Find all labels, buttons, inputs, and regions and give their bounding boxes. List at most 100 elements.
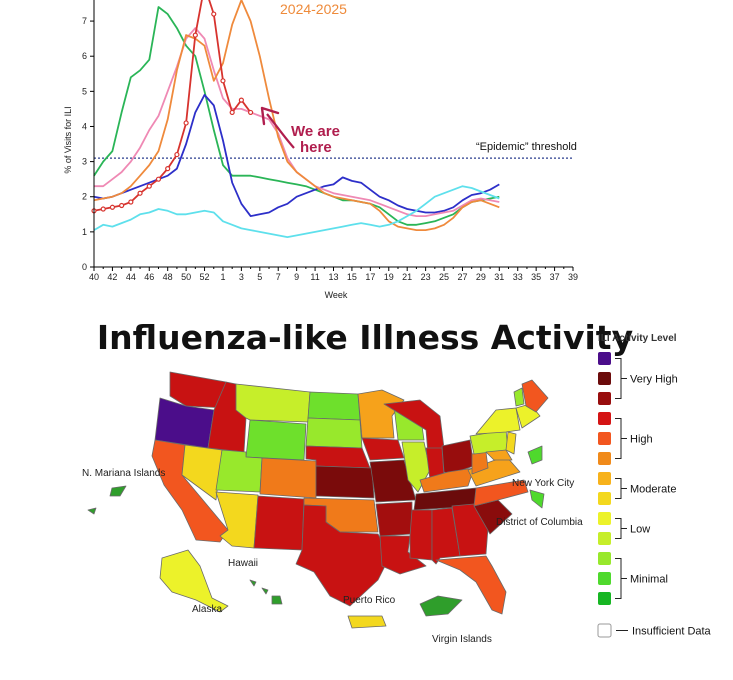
series-point [165, 166, 171, 172]
x-tick-label: 37 [550, 272, 560, 282]
series-point [146, 183, 152, 189]
x-tick-label: 19 [384, 272, 394, 282]
state-montana [235, 383, 311, 423]
series-point [220, 78, 226, 84]
state-missouri [369, 459, 417, 503]
territory-nyc [527, 445, 543, 465]
state-kansas [315, 465, 375, 499]
x-tick-label: 50 [181, 272, 191, 282]
label-virgin-islands: Virgin Islands [432, 634, 492, 645]
map-title: Influenza-like Illness Activity [96, 318, 634, 357]
state-arkansas [375, 501, 413, 537]
state-kentucky [419, 467, 475, 493]
legend-swatch [598, 592, 611, 605]
series-point [119, 202, 125, 209]
annotation-arrowhead [260, 106, 280, 126]
x-tick-label: 35 [531, 272, 541, 282]
series-line-5 [93, 0, 252, 212]
state-new-york [475, 407, 521, 435]
ili-line-chart: “Epidemic” threshold 0 1 2 3 4 5 6 7 40 42 44 46 48 5… [0, 0, 733, 305]
legend-group-label: High [630, 434, 653, 446]
x-tick-label: 46 [144, 272, 154, 282]
territory-dc [529, 489, 545, 509]
x-tick-label: 40 [89, 272, 99, 282]
series-point [192, 32, 198, 38]
state-new-mexico [253, 495, 305, 551]
legend-title: ILI Activity Level [598, 333, 677, 344]
map-svg: N. Mariana Islands New York City Distric… [82, 371, 583, 645]
x-tick-label: 1 [220, 272, 225, 282]
label-dc: District of Columbia [496, 517, 583, 528]
state-north-carolina [473, 479, 529, 507]
y-tick-label: 7 [82, 16, 87, 26]
ili-legend: ILI Activity Level Very High High Moderate… [596, 330, 733, 650]
legend-swatch [598, 452, 611, 465]
series-line-3 [93, 0, 500, 232]
legend-swatch [598, 372, 611, 385]
x-tick-label: 25 [439, 272, 449, 282]
annotation-line1: We are [291, 123, 340, 140]
y-tick-label: 6 [82, 51, 87, 61]
territory-hawaii [249, 579, 283, 605]
state-north-dakota [307, 391, 361, 421]
legend-bracket [615, 418, 627, 459]
legend-swatch [598, 392, 611, 405]
legend-group-label: Moderate [630, 484, 676, 496]
legend-group-label: Very High [630, 374, 678, 386]
y-tick-label: 1 [82, 227, 87, 237]
legend-swatch [598, 552, 611, 565]
legend-bracket [615, 558, 627, 599]
state-vermont [513, 387, 525, 407]
x-tick-label: 3 [239, 272, 244, 282]
state-virginia [467, 455, 521, 487]
legend-swatch [597, 623, 612, 638]
y-tick-label: 5 [82, 86, 87, 96]
legend-insufficient-label: Insufficient Data [632, 626, 712, 638]
state-georgia [451, 503, 489, 557]
legend-group-label: Low [630, 524, 650, 536]
state-washington [169, 371, 227, 409]
x-tick-label: 31 [494, 272, 504, 282]
x-tick-label: 5 [257, 272, 262, 282]
territory-alaska [159, 549, 229, 613]
x-tick-label: 15 [347, 272, 357, 282]
legend-group-label: Minimal [630, 574, 668, 586]
legend-swatch [598, 512, 611, 525]
y-axis-title: % of Visits for ILI [63, 106, 73, 173]
series-point [229, 109, 235, 116]
threshold-label: “Epidemic” threshold [476, 141, 577, 153]
series-point [155, 176, 162, 182]
label-puerto-rico: Puerto Rico [343, 595, 396, 606]
state-nevada [181, 444, 223, 501]
x-tick-label: 7 [276, 272, 281, 282]
series-point [247, 109, 254, 116]
x-tick-label: 27 [457, 272, 467, 282]
annotation-line2: here [300, 139, 332, 156]
series-point [100, 206, 106, 212]
y-tick-label: 3 [82, 157, 87, 167]
state-maryland [485, 449, 513, 461]
y-tick-label: 4 [82, 121, 87, 131]
x-tick-label: 13 [328, 272, 338, 282]
state-new-jersey [505, 431, 517, 455]
state-wyoming [245, 419, 307, 461]
series-point [109, 204, 116, 210]
y-tick-label: 0 [82, 262, 87, 272]
state-maine [521, 379, 549, 413]
y-tick-label: 2 [82, 192, 87, 202]
series-point [174, 151, 180, 158]
territory-puerto-rico [347, 615, 387, 629]
legend-swatch [598, 432, 611, 445]
state-colorado [259, 457, 317, 499]
x-tick-label: 44 [126, 272, 136, 282]
state-texas [295, 504, 391, 607]
series-point [128, 199, 134, 205]
territory-virgin-islands [419, 595, 463, 617]
x-tick-label: 33 [513, 272, 523, 282]
label-nyc: New York City [512, 478, 574, 489]
legend-bracket [615, 518, 627, 539]
series-line-0 [93, 6, 500, 226]
us-ili-map: N. Mariana Islands New York City Distric… [0, 360, 590, 675]
legend-bracket [615, 478, 627, 499]
